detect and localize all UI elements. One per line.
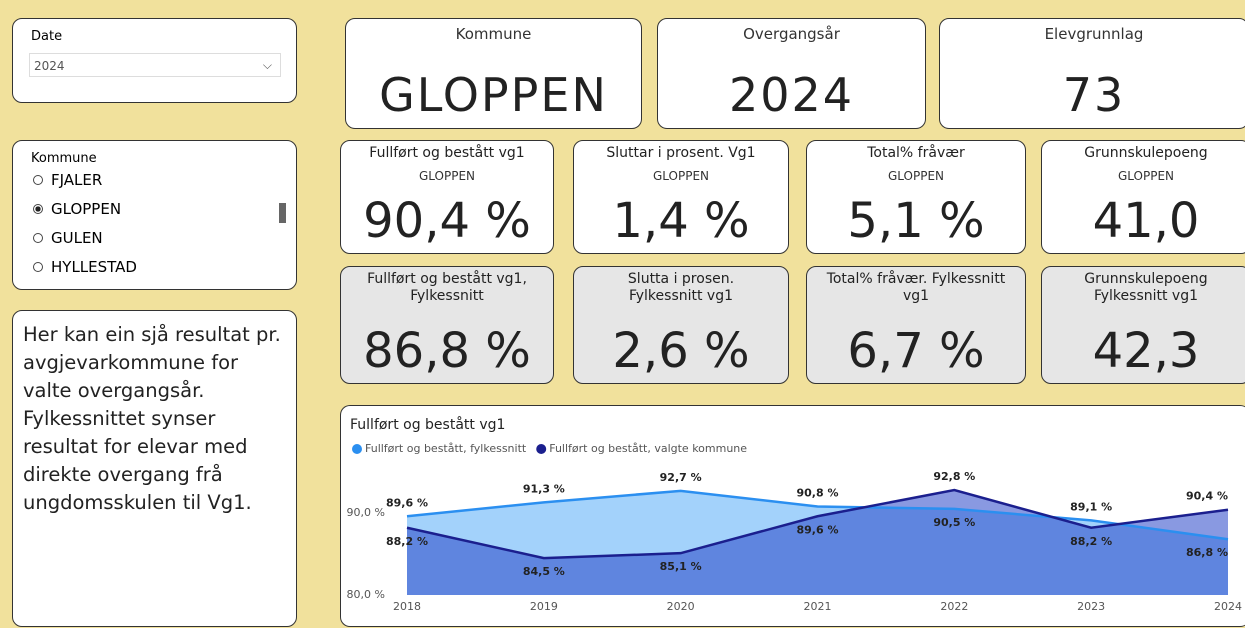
kpi-card: Fullført og bestått vg1 GLOPPEN 90,4 % [340,140,554,254]
avg-card: Fullført og bestått vg1, Fylkessnitt 86,8… [340,266,554,384]
x-tick-label: 2019 [530,600,558,613]
card-title: Fullført og bestått vg1 [369,145,525,161]
radio-option[interactable]: HYLLESTAD [33,252,137,281]
radio-dot [33,261,43,272]
kpi-card: Grunnskulepoeng GLOPPEN 41,0 [1041,140,1245,254]
radio-dot [33,174,43,185]
card-value: 73 [1062,68,1126,122]
legend-dot [536,444,547,454]
radio-dot [33,203,43,214]
line [406,488,1229,560]
card-subtitle: GLOPPEN [418,169,476,183]
card-title: Kommune [455,25,532,43]
data-label: 88,2 % [386,535,428,548]
info-text: Her kan ein sjå resultat pr. avgjevarkom… [23,323,281,514]
y-tick-label: 90,0 % [347,506,385,519]
data-label: 90,8 % [797,486,839,499]
x-tick-label: 2024 [1214,600,1242,613]
option-label: GLOPPEN [51,199,122,218]
line [406,489,1229,541]
card-title: Elevgrunnlag [1044,25,1144,43]
card-value: 2,6 % [612,323,750,379]
data-label: 86,8 % [1186,546,1228,559]
options: FJALER GLOPPEN GULEN HYLLESTAD [33,165,137,281]
card-title: Total% fråvær [867,145,965,161]
scrollbar[interactable] [279,203,286,223]
option-label: GULEN [51,228,103,247]
data-label: 84,5 % [523,565,565,578]
chart: Fullført og bestått vg1 Fullført og bestå… [347,416,1242,613]
kommune-slicer: Kommune FJALER GLOPPEN GULEN HYLLESTAD [12,140,297,290]
card-title: Total% fråvær. Fylkessnitt vg1 [826,271,1006,304]
kpi-card: Sluttar i prosent. Vg1 GLOPPEN 1,4 % [573,140,789,254]
card-subtitle: GLOPPEN [652,169,710,183]
card-value: 1,4 % [612,193,750,249]
data-label: 90,4 % [1186,490,1228,503]
card-subtitle: GLOPPEN [887,169,945,183]
card-subtitle: GLOPPEN [1117,169,1175,183]
slicer-label: Kommune [31,151,97,166]
card-value: 2024 [728,68,855,122]
card-title: Slutta i prosen. Fylkessnitt vg1 [627,271,735,304]
dropdown-value: 2024 [34,59,65,73]
header-card: Overgangsår 2024 [657,18,926,129]
card-title: Sluttar i prosent. Vg1 [606,145,756,161]
card-value: 42,3 [1092,323,1200,379]
x-tick-label: 2023 [1077,600,1105,613]
avg-card: Slutta i prosen. Fylkessnitt vg1 2,6 % [573,266,789,384]
y-tick-label: 80,0 % [347,588,385,601]
card-value: 6,7 % [847,323,985,379]
data-label: 85,1 % [660,560,702,573]
card-title: Overgangsår [743,25,840,43]
info-box: Her kan ein sjå resultat pr. avgjevarkom… [12,310,297,627]
legend-dot [352,444,362,454]
card-value: 86,8 % [363,323,531,379]
area [407,490,1228,595]
card-value: 90,4 % [363,193,531,249]
chart-title: Fullført og bestått vg1 [350,416,505,433]
data-label: 89,6 % [386,496,428,509]
slicer-label: Date [31,29,63,44]
header-card: Elevgrunnlag 73 [939,18,1245,129]
header-card: Kommune GLOPPEN [345,18,642,129]
data-label: 90,5 % [933,516,975,529]
card-title: Grunnskulepoeng [1084,145,1208,161]
option-label: FJALER [51,170,103,189]
chart-panel: Fullført og bestått vg1 Fullført og bestå… [340,405,1245,627]
radio-option[interactable]: GLOPPEN [33,194,137,223]
radio-option[interactable]: GULEN [33,223,137,252]
dropdown[interactable]: 2024 ⌵ [29,53,281,77]
avg-card: Total% fråvær. Fylkessnitt vg1 6,7 % [806,266,1026,384]
card-value: 5,1 % [847,193,985,249]
card-value: GLOPPEN [379,68,608,122]
avg-card: Grunnskulepoeng Fylkessnitt vg1 42,3 [1041,266,1245,384]
legend-label: Fullført og bestått, fylkessnitt [365,442,527,455]
data-label: 89,1 % [1070,500,1112,513]
radio-option[interactable]: FJALER [33,165,137,194]
x-tick-label: 2018 [393,600,421,613]
data-label: 88,2 % [1070,535,1112,548]
card-title: Grunnskulepoeng Fylkessnitt vg1 [1084,271,1208,304]
legend-label: Fullført og bestått, valgte kommune [549,442,747,455]
kpi-card: Total% fråvær GLOPPEN 5,1 % [806,140,1026,254]
data-label: 89,6 % [797,523,839,536]
radio-dot [33,232,43,243]
card-title: Fullført og bestått vg1, Fylkessnitt [367,271,527,304]
data-label: 92,7 % [660,471,702,484]
x-tick-label: 2020 [667,600,695,613]
option-label: HYLLESTAD [51,257,137,276]
chevron: ⌵ [262,58,272,72]
date-slicer: Date 2024 ⌵ [12,18,297,103]
data-label: 91,3 % [523,482,565,495]
data-label: 92,8 % [933,470,975,483]
card-value: 41,0 [1092,193,1200,249]
x-tick-label: 2022 [940,600,968,613]
x-tick-label: 2021 [804,600,832,613]
